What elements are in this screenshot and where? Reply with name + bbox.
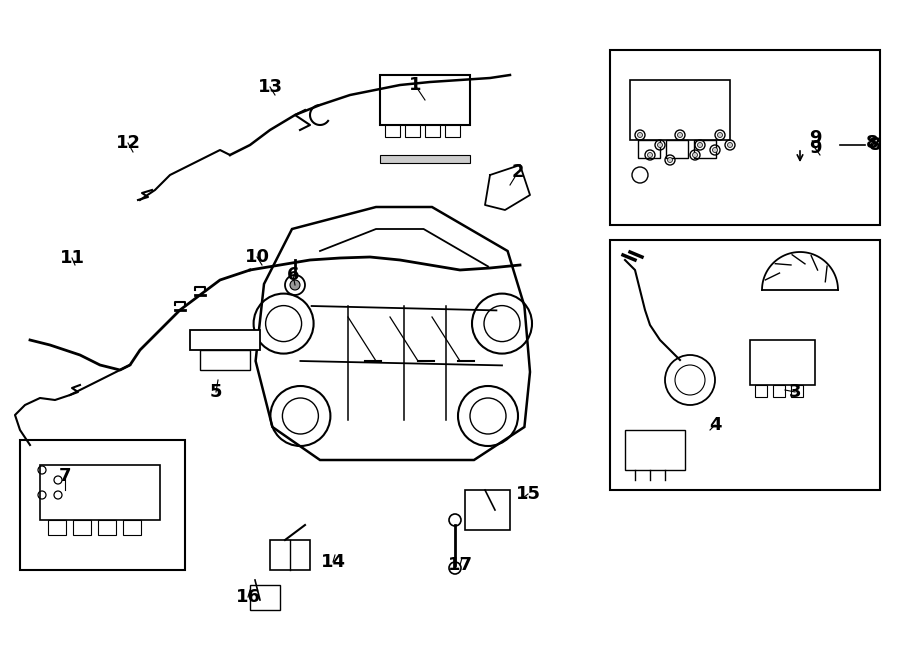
Text: 12: 12 bbox=[115, 134, 140, 152]
Text: 1: 1 bbox=[409, 76, 421, 94]
Bar bbox=[123, 520, 141, 535]
Text: 6: 6 bbox=[287, 266, 299, 284]
Bar bbox=[20, 440, 185, 570]
Text: 17: 17 bbox=[447, 556, 473, 574]
Circle shape bbox=[698, 143, 703, 147]
Circle shape bbox=[647, 153, 652, 157]
Circle shape bbox=[727, 143, 733, 147]
Bar bbox=[465, 490, 510, 530]
Text: 2: 2 bbox=[512, 163, 524, 181]
Bar bbox=[405, 125, 420, 137]
Bar bbox=[750, 340, 815, 385]
Circle shape bbox=[658, 143, 662, 147]
Text: 9: 9 bbox=[809, 139, 821, 157]
Circle shape bbox=[668, 157, 672, 163]
Circle shape bbox=[717, 132, 723, 137]
Bar bbox=[445, 125, 460, 137]
Text: 14: 14 bbox=[320, 553, 346, 571]
Circle shape bbox=[290, 280, 300, 290]
Text: 13: 13 bbox=[257, 78, 283, 96]
Bar bbox=[200, 350, 250, 370]
Bar bbox=[380, 155, 470, 163]
Bar bbox=[666, 140, 688, 158]
Bar bbox=[791, 385, 803, 397]
Text: 15: 15 bbox=[516, 485, 541, 503]
Bar bbox=[73, 520, 91, 535]
Text: 11: 11 bbox=[59, 249, 85, 267]
Circle shape bbox=[637, 132, 643, 137]
Circle shape bbox=[713, 147, 717, 153]
Bar bbox=[625, 430, 685, 470]
Text: 5: 5 bbox=[210, 383, 222, 401]
Text: 9: 9 bbox=[809, 129, 821, 147]
Bar bbox=[40, 465, 160, 520]
Bar bbox=[98, 520, 116, 535]
Bar bbox=[250, 585, 280, 610]
Bar bbox=[380, 75, 470, 125]
Text: 3: 3 bbox=[788, 383, 801, 401]
Text: 8: 8 bbox=[868, 136, 881, 154]
Text: 8: 8 bbox=[866, 134, 878, 152]
Bar bbox=[638, 140, 660, 158]
Bar bbox=[694, 140, 716, 158]
Bar bbox=[610, 240, 880, 490]
Text: 16: 16 bbox=[236, 588, 260, 606]
Bar bbox=[630, 80, 730, 140]
Bar bbox=[48, 520, 66, 535]
Circle shape bbox=[678, 132, 682, 137]
Bar bbox=[755, 385, 767, 397]
Bar bbox=[270, 540, 310, 570]
Bar bbox=[610, 50, 880, 225]
Bar bbox=[385, 125, 400, 137]
Bar bbox=[190, 330, 260, 350]
Bar bbox=[773, 385, 785, 397]
Text: 7: 7 bbox=[58, 467, 71, 485]
Circle shape bbox=[692, 153, 698, 157]
Text: 4: 4 bbox=[709, 416, 721, 434]
Bar bbox=[425, 125, 440, 137]
Text: 10: 10 bbox=[245, 248, 269, 266]
